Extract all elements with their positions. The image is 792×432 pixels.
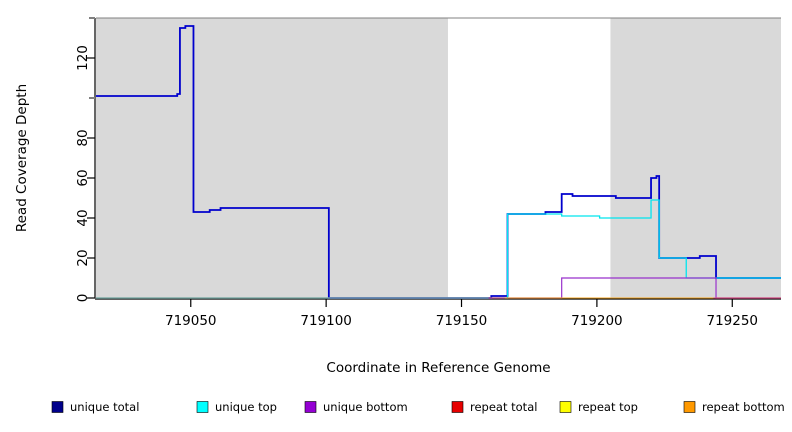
legend-label-repeat-top: repeat top	[578, 400, 638, 414]
x-tick-label-719100: 719100	[300, 313, 352, 329]
x-axis-title: Coordinate in Reference Genome	[326, 360, 550, 376]
legend-swatch-unique-total	[51, 401, 64, 413]
shaded-band-0	[96, 18, 448, 298]
legend-label-unique-total: unique total	[70, 400, 139, 414]
legend-swatch-unique-bottom	[304, 401, 317, 413]
x-tick-label-719200: 719200	[571, 313, 623, 329]
legend-swatch-repeat-total	[451, 401, 464, 413]
legend-swatch-repeat-bottom	[683, 401, 696, 413]
x-tick-label-719250: 719250	[706, 313, 758, 329]
y-tick-label-80: 80	[75, 129, 91, 146]
x-tick-label-719050: 719050	[165, 313, 217, 329]
series-line-unique-top	[96, 199, 781, 299]
legend-label-repeat-bottom: repeat bottom	[702, 400, 785, 414]
y-tick-label-0: 0	[75, 294, 91, 303]
legend-label-unique-bottom: unique bottom	[323, 400, 408, 414]
shaded-band-1	[610, 18, 781, 298]
legend-label-repeat-total: repeat total	[470, 400, 537, 414]
legend-label-unique-top: unique top	[215, 400, 277, 414]
y-tick-label-120: 120	[75, 45, 91, 71]
y-tick-label-20: 20	[75, 249, 91, 266]
legend-swatch-unique-top	[196, 401, 209, 413]
legend-swatch-repeat-top	[559, 401, 572, 413]
y-tick-label-60: 60	[75, 169, 91, 186]
y-tick-label-40: 40	[75, 209, 91, 226]
y-axis-title: Read Coverage Depth	[14, 84, 30, 232]
x-tick-label-719150: 719150	[436, 313, 488, 329]
